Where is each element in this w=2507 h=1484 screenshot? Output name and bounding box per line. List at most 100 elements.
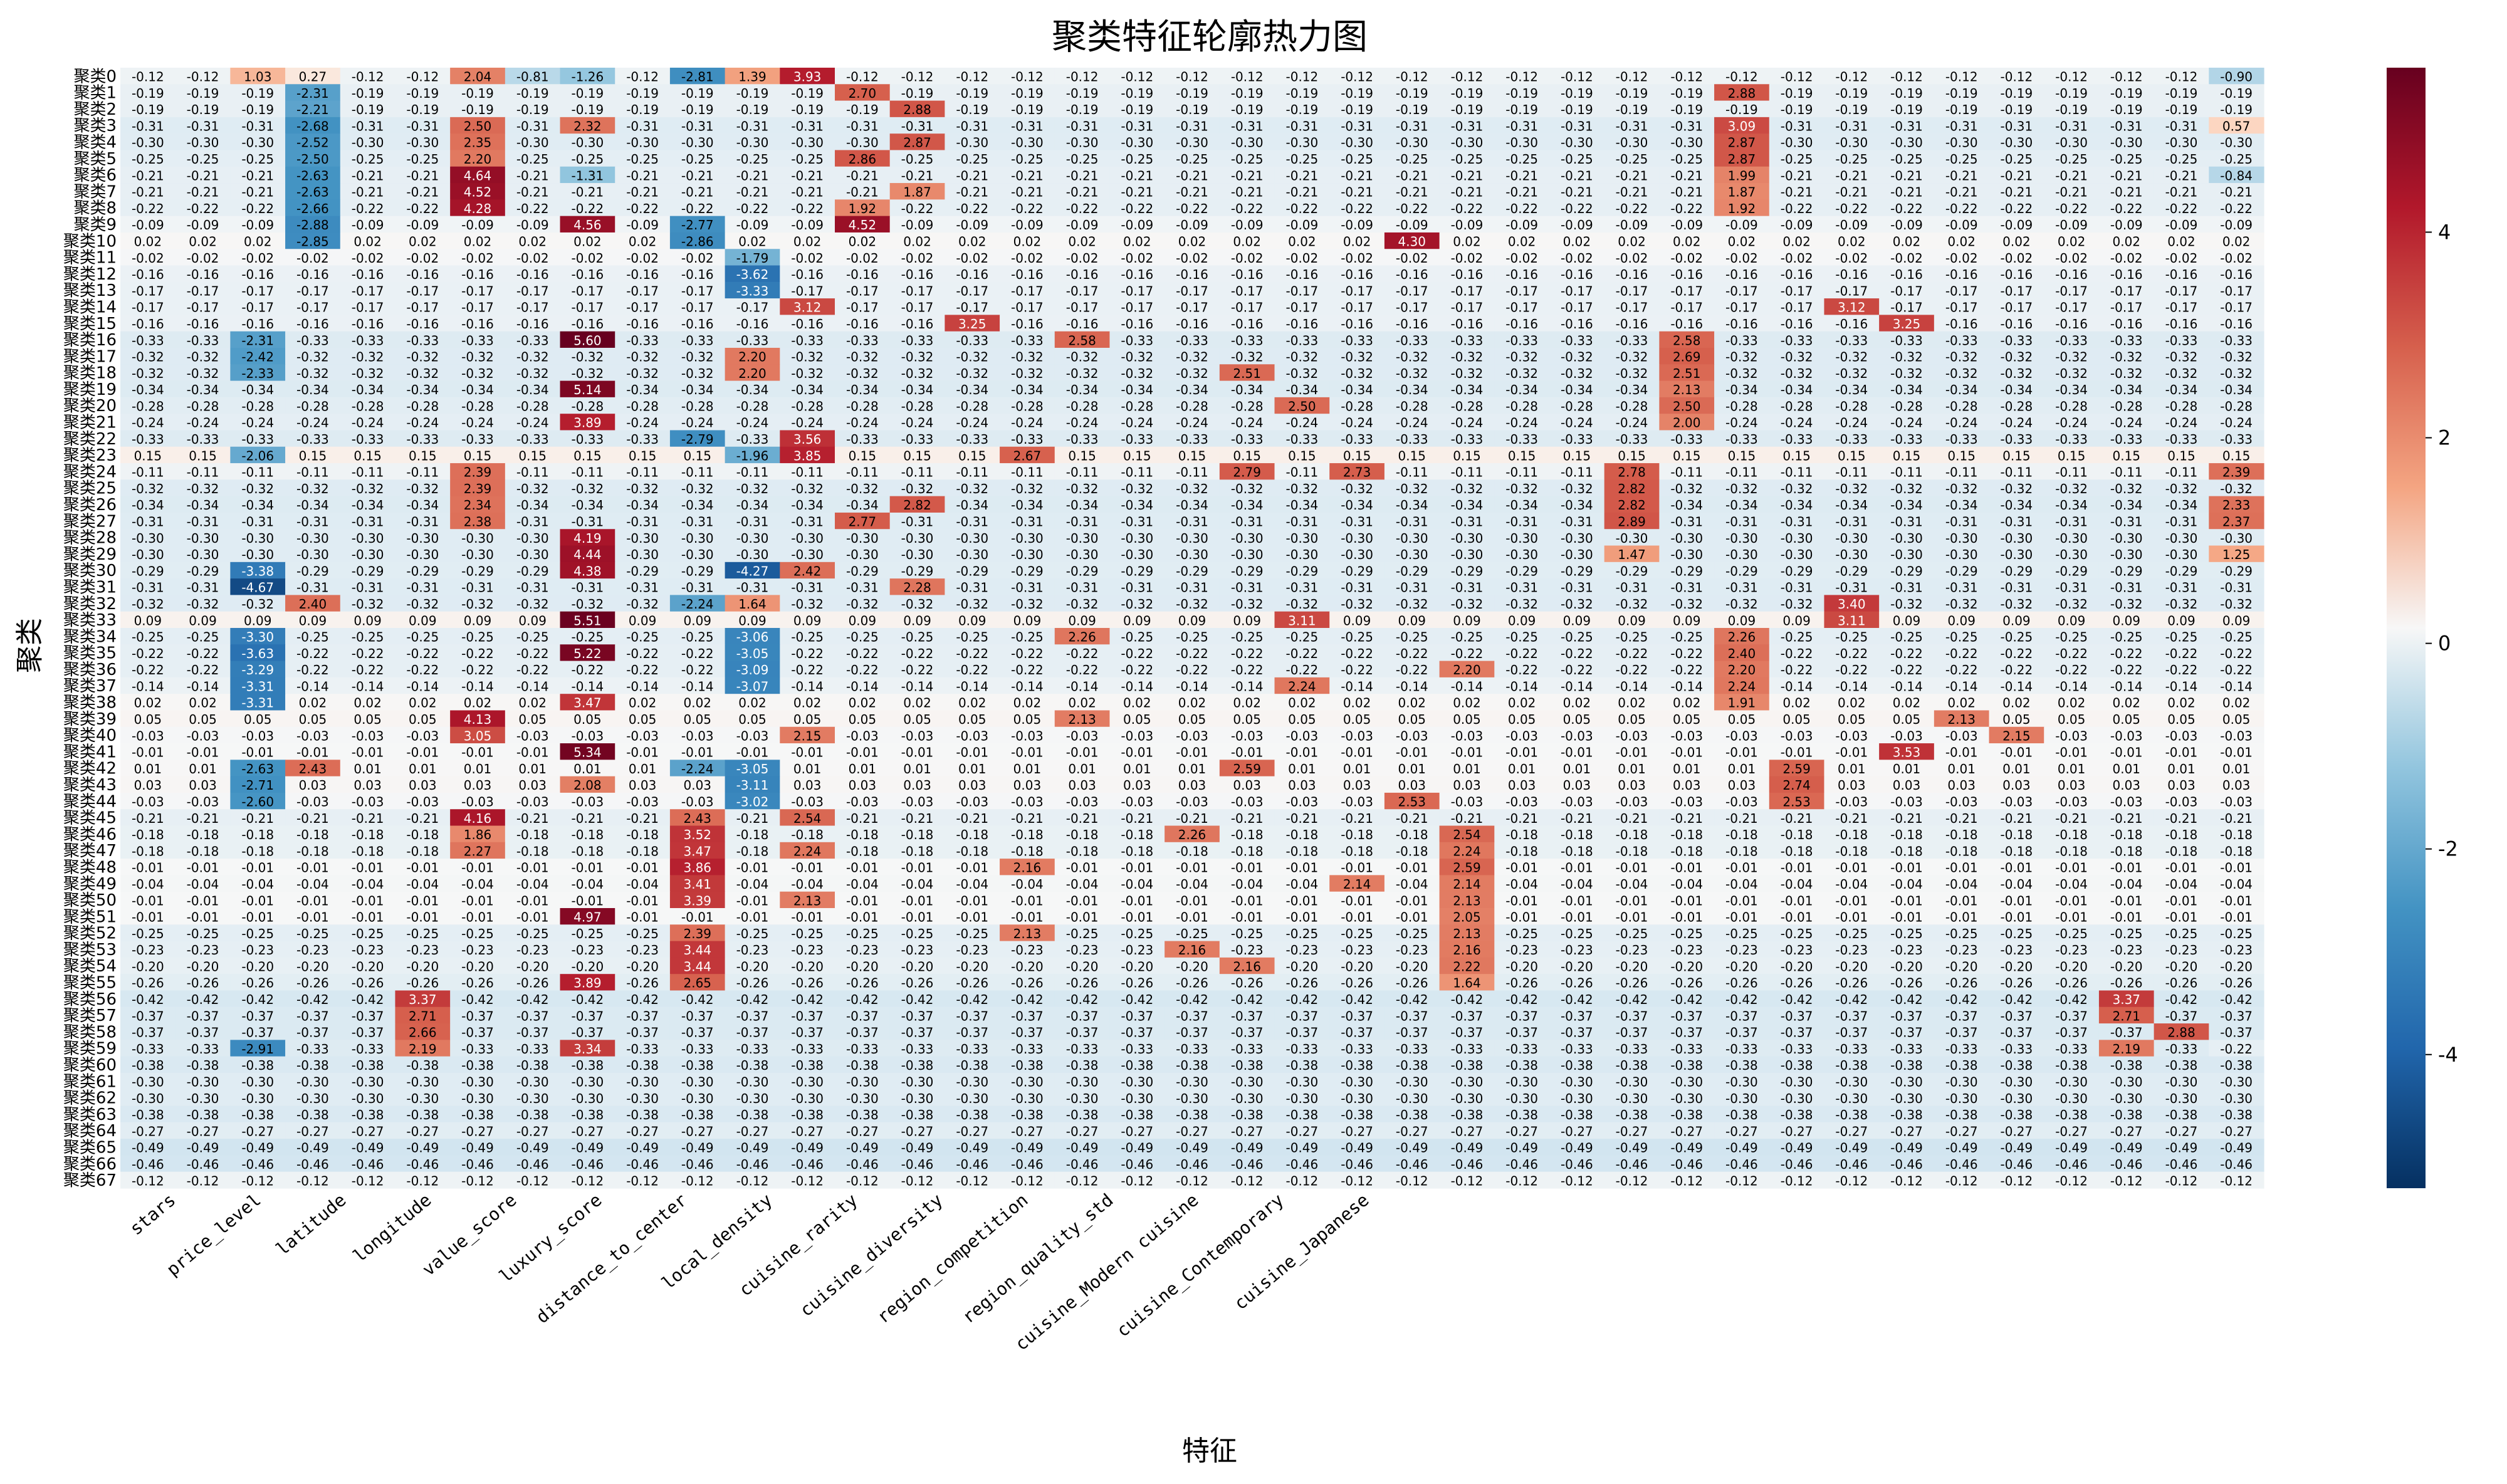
heatmap-cell (1879, 100, 1935, 118)
cell-value-label: -0.32 (352, 366, 384, 381)
cell-value-label: -0.19 (187, 102, 219, 117)
cell-value-label: 2.51 (1233, 366, 1261, 381)
cell-value-label: -0.32 (516, 350, 549, 365)
cell-value-label: -0.32 (1725, 597, 1758, 612)
cell-value-label: -0.19 (1286, 102, 1319, 117)
cell-value-label: 0.05 (1233, 712, 1261, 727)
cell-value-label: -0.21 (241, 168, 274, 183)
cell-value-label: -0.01 (1781, 860, 1813, 875)
cell-value-label: -0.23 (1835, 943, 1868, 958)
heatmap-cell (1274, 100, 1330, 118)
cell-value-label: -0.26 (2165, 976, 2198, 991)
heatmap-cell (175, 133, 231, 151)
heatmap-cell (945, 84, 1000, 102)
cell-value-label: -0.17 (681, 283, 714, 298)
cell-value-label: -0.22 (1396, 662, 1428, 677)
cell-value-label: -0.37 (1011, 1025, 1044, 1040)
cell-value-label: -0.02 (2001, 251, 2033, 266)
cell-value-label: -0.01 (2001, 910, 2033, 925)
cell-value-label: -0.16 (2165, 316, 2198, 332)
cell-value-label: -2.68 (296, 118, 329, 133)
cell-value-label: -0.30 (2001, 547, 2033, 562)
cell-value-label: -0.03 (736, 728, 769, 743)
cell-value-label: -0.19 (1011, 86, 1044, 101)
cell-value-label: -2.66 (296, 201, 329, 216)
cell-value-label: -0.01 (1121, 745, 1153, 760)
cell-value-label: -0.09 (901, 217, 934, 233)
cell-value-label: 2.50 (1288, 399, 1316, 414)
cell-value-label: -0.24 (1561, 415, 1593, 431)
cell-value-label: -0.31 (2001, 118, 2033, 133)
cell-value-label: -0.17 (791, 283, 824, 298)
heatmap-cell (2044, 133, 2100, 151)
cell-value-label: -0.16 (1890, 267, 1923, 282)
cell-value-label: -3.05 (736, 646, 769, 661)
cell-value-label: -0.09 (132, 217, 164, 233)
cell-value-label: -0.26 (1011, 976, 1044, 991)
cell-value-label: 0.02 (1233, 234, 1261, 249)
cell-value-label: -0.03 (1176, 795, 1208, 810)
cell-value-label: -0.42 (516, 992, 549, 1007)
cell-value-label: -0.18 (901, 844, 934, 859)
cell-value-label: 0.15 (684, 448, 712, 463)
cell-value-label: -0.09 (791, 217, 824, 233)
cell-value-label: 2.89 (1618, 515, 1646, 530)
cell-value-label: -0.12 (2001, 70, 2033, 85)
cell-value-label: -2.50 (296, 152, 329, 167)
cell-value-label: -0.17 (296, 300, 329, 315)
cell-value-label: 2.37 (2222, 515, 2251, 530)
cell-value-label: 0.01 (189, 761, 217, 776)
cell-value-label: -0.16 (296, 267, 329, 282)
cell-value-label: -0.14 (1505, 679, 1538, 694)
cell-value-label: -0.33 (1396, 1042, 1428, 1057)
cell-value-label: 0.15 (409, 448, 437, 463)
cell-value-label: -0.30 (1231, 135, 1264, 150)
cell-value-label: -0.25 (1286, 926, 1319, 941)
cell-value-label: -0.28 (1341, 399, 1373, 414)
cell-value-label: 0.09 (1782, 613, 1811, 628)
cell-value-label: 2.20 (738, 350, 767, 365)
heatmap-cell (1604, 133, 1660, 151)
cell-value-label: -0.12 (1725, 70, 1758, 85)
cell-value-label: -0.31 (516, 118, 549, 133)
cell-value-label: -0.42 (956, 992, 988, 1007)
cell-value-label: -0.31 (2165, 580, 2198, 595)
cell-value-label: -0.25 (2165, 152, 2198, 167)
cell-value-label: 0.03 (1508, 778, 1536, 793)
cell-value-label: -0.17 (1561, 300, 1593, 315)
cell-value-label: -0.22 (1231, 201, 1264, 216)
cell-value-label: 0.01 (134, 761, 162, 776)
cell-value-label: -0.19 (1121, 86, 1153, 101)
cell-value-label: 0.03 (2222, 778, 2251, 793)
cell-value-label: 2.71 (2113, 1008, 2141, 1023)
cell-value-label: -0.25 (901, 926, 934, 941)
cell-value-label: -0.34 (2110, 498, 2143, 513)
cell-value-label: -0.02 (352, 251, 384, 266)
cell-value-label: -0.37 (901, 1025, 934, 1040)
cell-value-label: -0.30 (1670, 135, 1703, 150)
cell-value-label: -0.21 (132, 185, 164, 200)
heatmap-cell (2098, 84, 2155, 102)
cell-value-label: -0.37 (572, 1008, 604, 1023)
heatmap-cell (1384, 100, 1440, 118)
cell-value-label: -0.04 (1835, 877, 1868, 892)
cell-value-label: -0.37 (1451, 1008, 1484, 1023)
cell-value-label: -0.19 (626, 86, 659, 101)
cell-value-label: -0.33 (1890, 1042, 1923, 1057)
cell-value-label: -0.26 (461, 976, 494, 991)
cell-value-label: -0.21 (1781, 168, 1813, 183)
cell-value-label: -0.21 (681, 168, 714, 183)
heatmap-cell (2098, 133, 2155, 151)
cell-value-label: -0.32 (187, 481, 219, 496)
heatmap-cell (1274, 68, 1330, 85)
cell-value-label: -0.25 (1781, 926, 1813, 941)
cell-value-label: -0.22 (846, 646, 879, 661)
heatmap-cell (780, 100, 835, 118)
cell-value-label: -0.32 (1781, 366, 1813, 381)
cell-value-label: -0.31 (406, 515, 439, 530)
cell-value-label: -0.34 (1670, 498, 1703, 513)
cell-value-label: -0.37 (1945, 1008, 1978, 1023)
cell-value-label: -0.21 (1066, 811, 1099, 826)
cell-value-label: -0.42 (132, 992, 164, 1007)
